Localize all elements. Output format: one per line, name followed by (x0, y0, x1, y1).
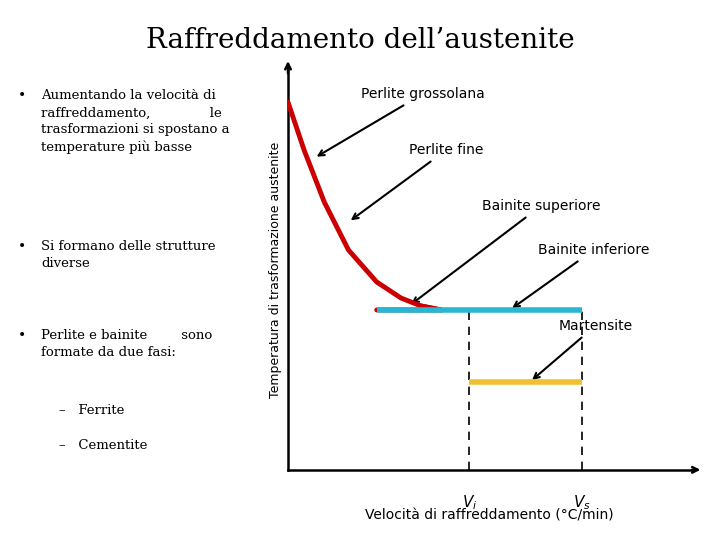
Text: Bainite superiore: Bainite superiore (413, 199, 600, 303)
Text: –   Ferrite: – Ferrite (59, 404, 125, 417)
Text: Raffreddamento dell’austenite: Raffreddamento dell’austenite (145, 27, 575, 54)
Text: Martensite: Martensite (534, 319, 632, 379)
Text: Bainite inferiore: Bainite inferiore (514, 243, 649, 307)
Text: $V_s$: $V_s$ (573, 494, 591, 512)
Y-axis label: Temperatura di trasformazione austenite: Temperatura di trasformazione austenite (269, 142, 282, 398)
Text: Perlite fine: Perlite fine (353, 143, 483, 219)
Text: –   Cementite: – Cementite (59, 439, 148, 452)
X-axis label: Velocità di raffreddamento (°C/min): Velocità di raffreddamento (°C/min) (365, 509, 614, 523)
Text: Perlite e bainite        sono
formate da due fasi:: Perlite e bainite sono formate da due fa… (41, 328, 212, 359)
Text: Perlite grossolana: Perlite grossolana (319, 87, 485, 156)
Text: •: • (17, 240, 26, 254)
Text: $V_i$: $V_i$ (462, 494, 477, 512)
Text: •: • (17, 328, 26, 342)
Text: Aumentando la velocità di
raffreddamento,              le
trasformazioni si spos: Aumentando la velocità di raffreddamento… (41, 90, 230, 154)
Text: Si formano delle strutture
diverse: Si formano delle strutture diverse (41, 240, 215, 270)
Text: •: • (17, 90, 26, 104)
